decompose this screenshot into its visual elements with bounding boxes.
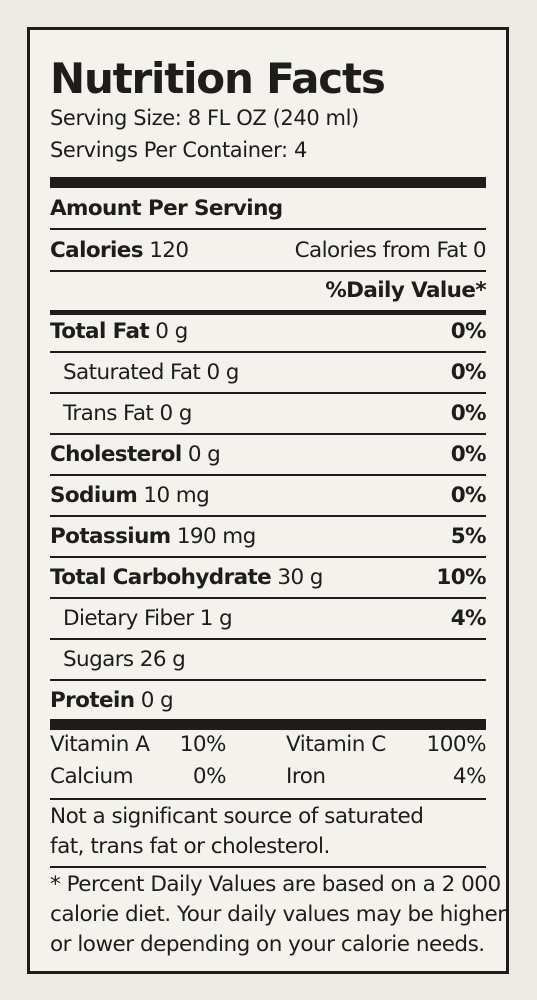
nutrient-row-dietary-fiber: Dietary Fiber 1 g 4% [50, 598, 487, 638]
divider [50, 351, 486, 353]
nutrient-name: Trans Fat [63, 400, 154, 426]
nutrient-name: Saturated Fat [63, 359, 201, 385]
thick-divider-vitamins [50, 719, 486, 730]
serving-size: Serving Size: 8 FL OZ (240 ml) [50, 106, 359, 130]
divider [50, 392, 486, 394]
calories-row: Calories 120 Calories from Fat 0 [50, 230, 487, 270]
daily-value-footnote: * Percent Daily Values are based on a 2 … [50, 870, 506, 960]
divider [50, 474, 486, 476]
vitamin-daily-value: 10% [179, 732, 227, 757]
divider [50, 433, 486, 435]
nutrient-row-cholesterol: Cholesterol 0 g 0% [50, 434, 487, 474]
calories-label: Calories [50, 237, 144, 263]
vitamin-daily-value: 100% [426, 732, 487, 757]
divider [50, 270, 486, 272]
nutrient-daily-value: 0% [450, 482, 487, 508]
divider [50, 228, 486, 230]
divider [50, 866, 486, 868]
footnote-line: * Percent Daily Values are based on a 2 … [50, 872, 501, 897]
vitamin-row-1: Vitamin A 10% Vitamin C 100% [50, 732, 487, 764]
nutrient-amount: 190 mg [176, 523, 256, 549]
nutrient-name: Sodium [50, 482, 138, 508]
nutrient-daily-value: 10% [436, 564, 486, 590]
vitamin-daily-value: 0% [192, 764, 227, 789]
nutrient-row-total-carbohydrate: Total Carbohydrate 30 g 10% [50, 557, 487, 597]
nutrient-row-protein: Protein 0 g [50, 680, 486, 720]
nutrient-row-potassium: Potassium 190 mg 5% [50, 516, 487, 556]
nutrition-facts-panel: Nutrition Facts Serving Size: 8 FL OZ (2… [27, 27, 509, 974]
significance-note: Not a significant source of saturated fa… [50, 802, 490, 862]
nutrient-amount: 26 g [139, 646, 186, 672]
vitamin-name: Calcium [50, 764, 134, 789]
vitamin-name: Vitamin C [286, 732, 386, 757]
calories-value: 120 [149, 237, 189, 263]
amount-per-serving-label: Amount Per Serving [50, 195, 283, 221]
nutrient-row-total-fat: Total Fat 0 g 0% [50, 311, 487, 351]
nutrient-row-sugars: Sugars 26 g [50, 639, 486, 679]
vitamin-row-2: Calcium 0% Iron 4% [50, 764, 487, 796]
nutrient-name: Potassium [50, 523, 171, 549]
nutrient-name: Dietary Fiber [63, 605, 194, 631]
servings-per-container: Servings Per Container: 4 [50, 138, 307, 162]
nutrient-row-saturated-fat: Saturated Fat 0 g 0% [50, 352, 487, 392]
nutrient-name: Protein [50, 687, 135, 713]
nutrient-row-sodium: Sodium 10 mg 0% [50, 475, 487, 515]
nutrient-daily-value: 0% [450, 318, 487, 344]
nutrient-name: Sugars [63, 646, 134, 672]
daily-value-header-row: %Daily Value* [50, 270, 486, 310]
footnote-line: calorie diet. Your daily values may be h… [50, 902, 506, 927]
footnote-line: or lower depending on your calorie needs… [50, 932, 485, 957]
vitamin-daily-value: 4% [452, 764, 487, 789]
nutrient-daily-value: 0% [450, 359, 487, 385]
nutrient-name: Total Carbohydrate [50, 564, 272, 590]
significance-line: fat, trans fat or cholesterol. [50, 834, 330, 859]
nutrient-name: Total Fat [50, 318, 150, 344]
significance-line: Not a significant source of saturated [50, 804, 424, 829]
medium-divider [50, 310, 486, 315]
thick-divider-top [50, 177, 486, 188]
nutrient-amount: 1 g [199, 605, 233, 631]
divider [50, 597, 486, 599]
nutrient-amount: 0 g [140, 687, 174, 713]
vitamin-name: Iron [286, 764, 326, 789]
vitamin-name: Vitamin A [50, 732, 150, 757]
label-title: Nutrition Facts [50, 54, 386, 103]
amount-per-serving-row: Amount Per Serving [50, 188, 486, 228]
calories-from-fat: Calories from Fat 0 [294, 237, 487, 263]
nutrient-amount: 0 g [159, 400, 192, 426]
nutrient-daily-value: 0% [450, 400, 487, 426]
nutrient-daily-value: 4% [450, 605, 487, 631]
divider [50, 638, 486, 640]
divider [50, 515, 486, 517]
daily-value-header: %Daily Value* [325, 277, 486, 303]
divider [50, 679, 486, 681]
nutrient-amount: 30 g [277, 564, 323, 590]
nutrient-amount: 0 g [206, 359, 239, 385]
nutrient-daily-value: 5% [450, 523, 487, 549]
divider [50, 556, 486, 558]
nutrient-name: Cholesterol [50, 441, 182, 467]
nutrient-daily-value: 0% [450, 441, 487, 467]
divider [50, 798, 486, 800]
nutrient-amount: 0 g [187, 441, 221, 467]
nutrient-amount: 10 mg [143, 482, 210, 508]
nutrient-amount: 0 g [155, 318, 188, 344]
nutrient-row-trans-fat: Trans Fat 0 g 0% [50, 393, 487, 433]
